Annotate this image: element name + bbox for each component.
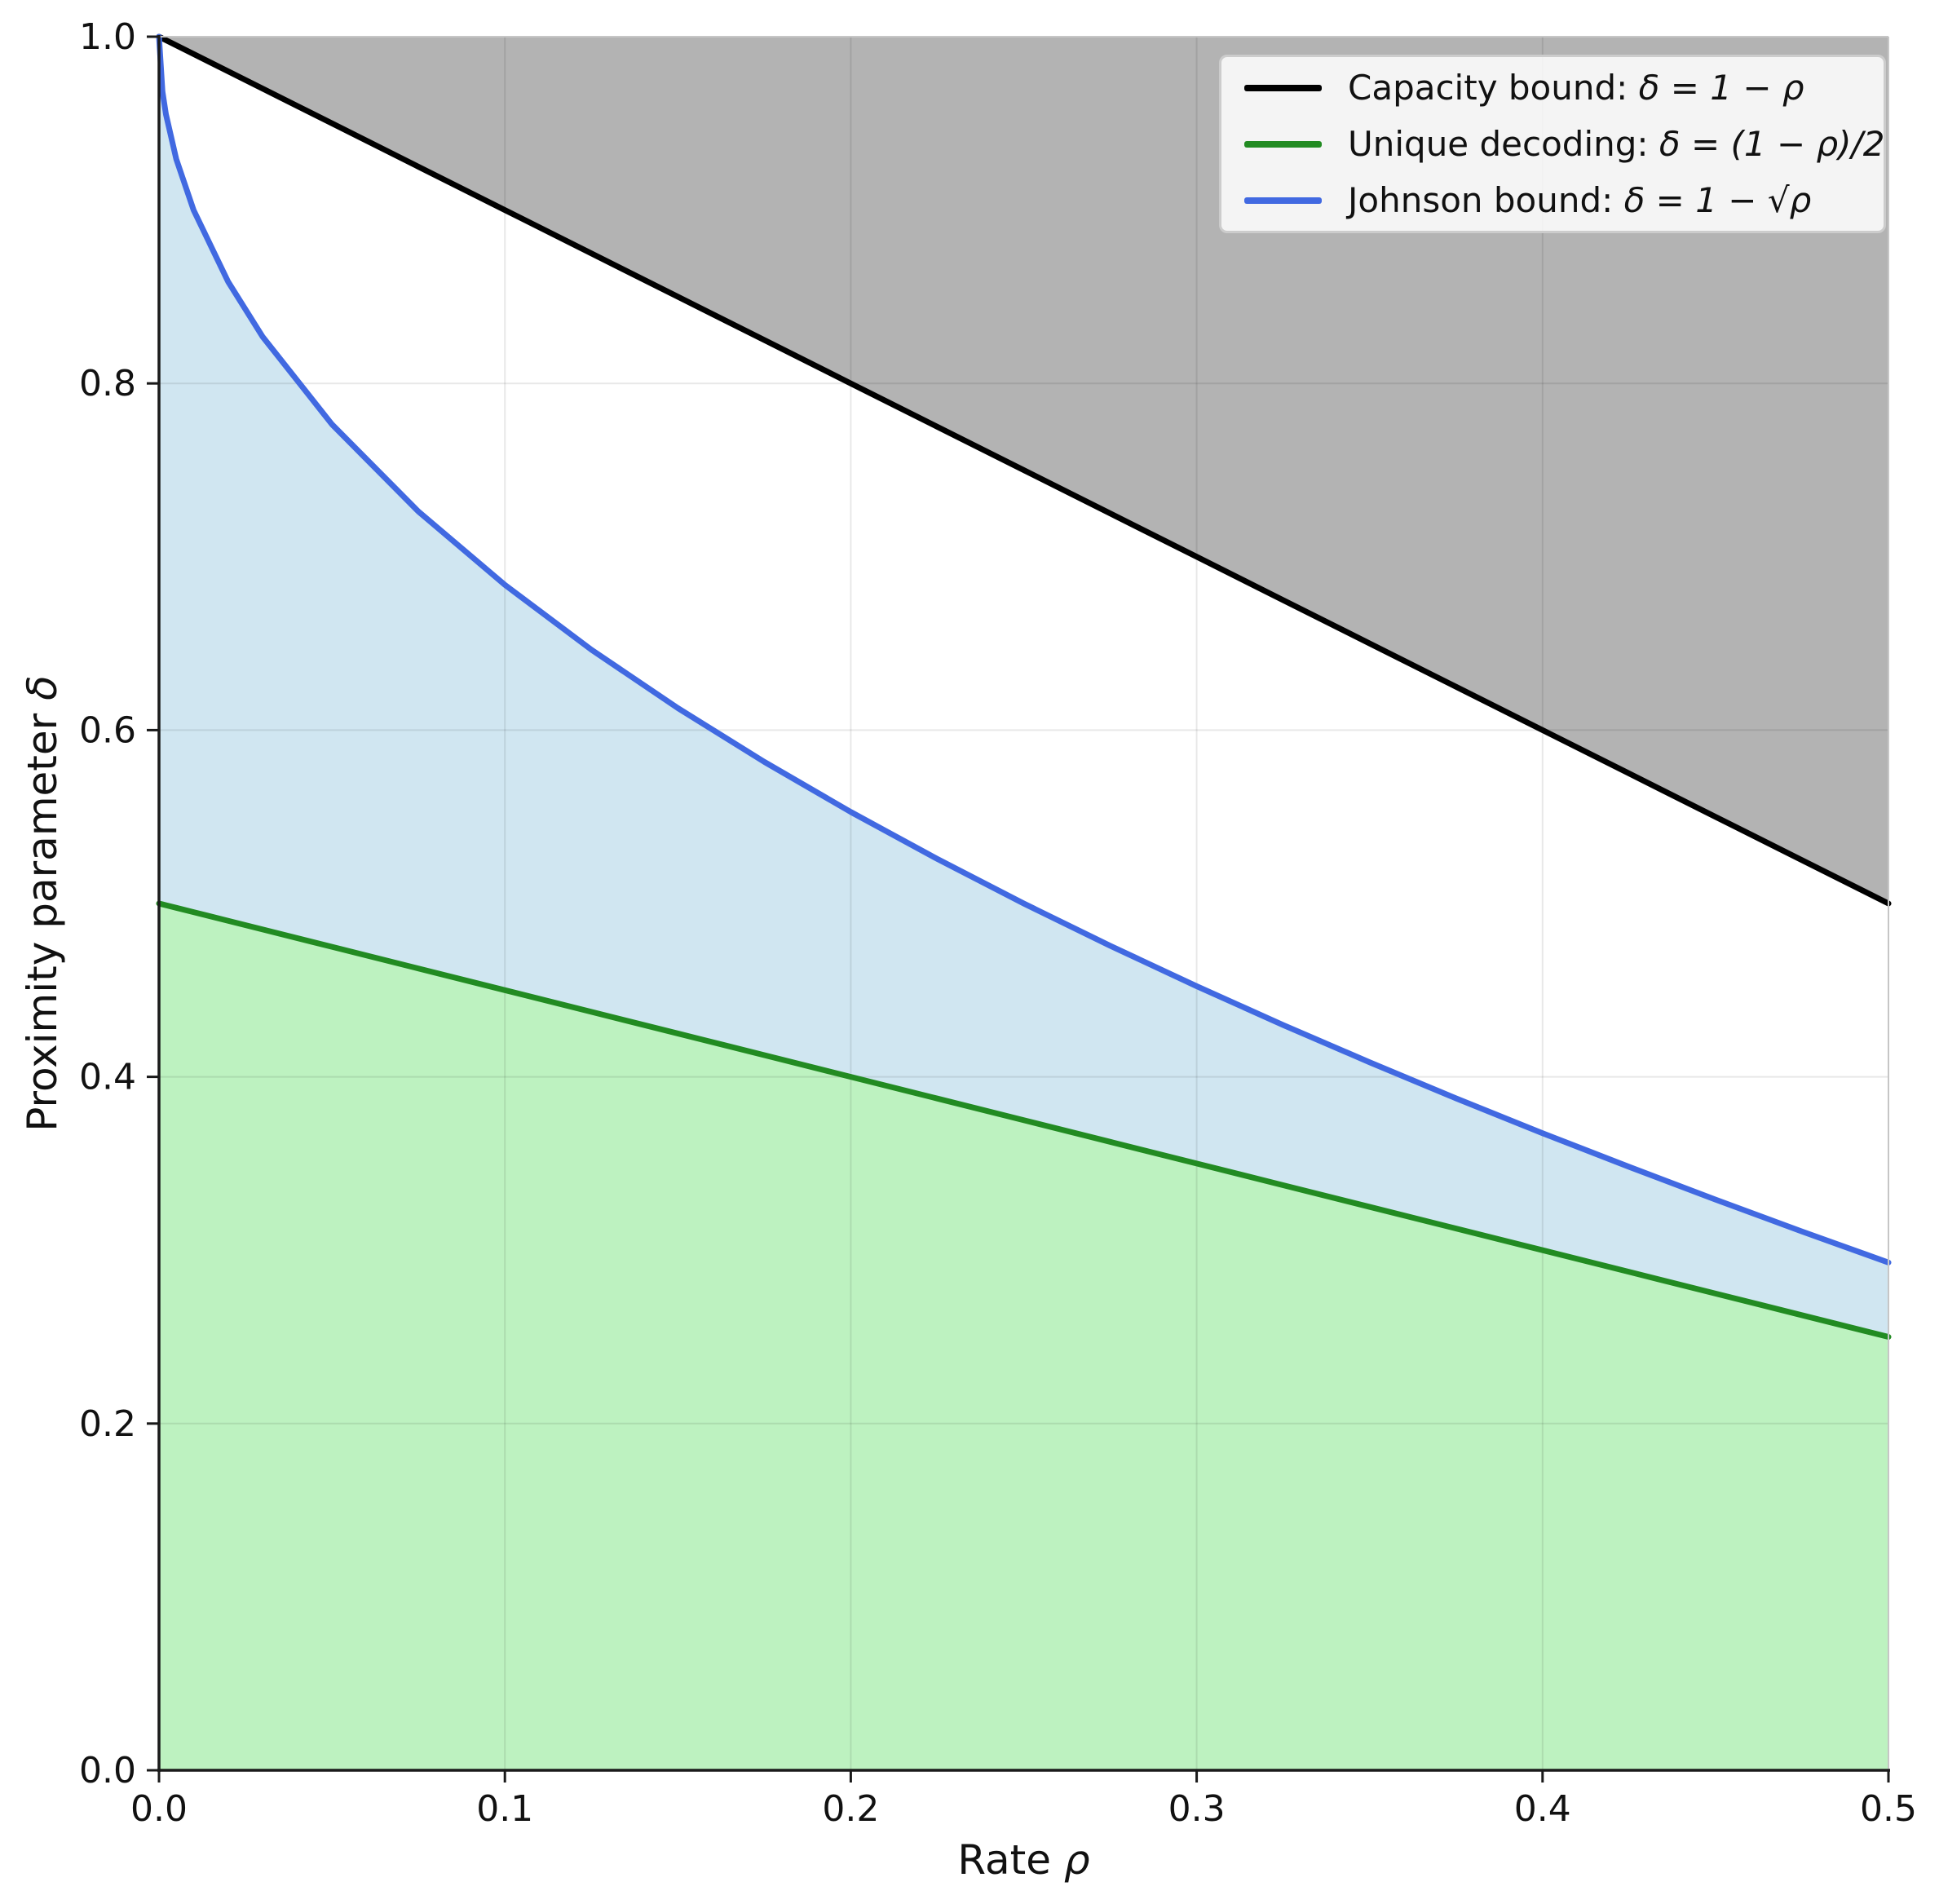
legend-item-capacity: Capacity bound: δ = 1 − ρ (1244, 60, 1867, 116)
y-tick-label: 0.6 (79, 709, 136, 751)
legend-item-unique-decoding: Unique decoding: δ = (1 − ρ)/2 (1244, 116, 1884, 172)
x-tick-label: 0.2 (822, 1788, 879, 1830)
y-axis-label: Proximity parameter δ (19, 675, 66, 1131)
legend-swatch-unique-line (1244, 140, 1322, 148)
x-tick-label: 0.5 (1860, 1788, 1917, 1830)
legend-label-unique-decoding: Unique decoding: δ = (1 − ρ)/2 (1348, 123, 1885, 164)
x-tick-label: 0.3 (1168, 1788, 1226, 1830)
legend-swatch-capacity-line (1244, 84, 1322, 91)
legend: Capacity bound: δ = 1 − ρ Unique decodin… (1219, 55, 1886, 233)
y-tick-label: 0.2 (79, 1403, 136, 1445)
curve-unique (156, 900, 1892, 1340)
legend-label-johnson: Johnson bound: δ = 1 − √ρ (1348, 179, 1812, 220)
y-tick-label: 0.0 (79, 1750, 136, 1791)
y-axis-label-text: Proximity parameter (19, 713, 66, 1132)
curve-capacity (156, 33, 1892, 907)
x-tick-label: 0.0 (130, 1788, 188, 1830)
legend-swatch-johnson-line (1244, 197, 1322, 204)
x-axis-label-text: Rate (957, 1836, 1051, 1884)
y-tick-label: 0.8 (79, 363, 136, 404)
curve-johnson (156, 33, 1892, 1266)
x-axis-label-symbol: ρ (1063, 1836, 1090, 1884)
x-tick-label: 0.1 (476, 1788, 533, 1830)
y-axis-label-symbol: δ (19, 675, 66, 700)
x-axis-label: Rate ρ (159, 1836, 1888, 1884)
y-tick-label: 1.0 (79, 16, 136, 58)
legend-item-johnson: Johnson bound: δ = 1 − √ρ (1244, 172, 1867, 228)
legend-label-capacity: Capacity bound: δ = 1 − ρ (1348, 67, 1804, 108)
region-unique (159, 903, 1888, 1770)
y-tick-label: 0.4 (79, 1057, 136, 1098)
x-tick-label: 0.4 (1514, 1788, 1571, 1830)
